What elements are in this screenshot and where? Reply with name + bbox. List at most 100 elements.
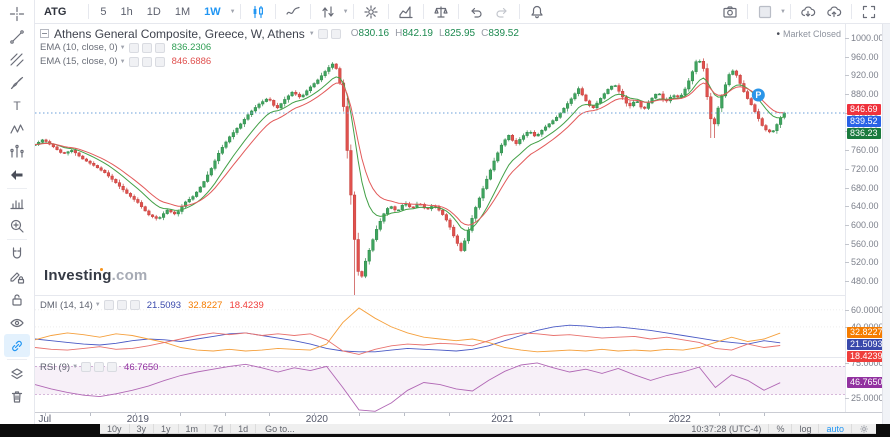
range-1d-button[interactable]: 1d xyxy=(231,424,257,434)
market-status: • Market Closed xyxy=(776,29,841,40)
indicator-settings-button[interactable] xyxy=(141,42,152,53)
gann-fib-tool[interactable] xyxy=(4,48,30,71)
cloud-save-icon xyxy=(801,5,816,17)
axis-tick-mark xyxy=(845,187,849,189)
toolbar-divider xyxy=(747,4,749,19)
sync-link-tool[interactable] xyxy=(4,334,30,357)
lock-tool[interactable] xyxy=(4,288,30,311)
symbol-field[interactable]: ATG xyxy=(44,5,67,18)
indicator-hide-button[interactable] xyxy=(128,42,139,53)
line-type-button[interactable] xyxy=(315,1,341,23)
chart-type-button[interactable] xyxy=(245,1,271,23)
range-1y-button[interactable]: 1y xyxy=(154,424,179,434)
indicator-close-button[interactable] xyxy=(107,362,118,372)
ema10-value: 836.2306 xyxy=(171,42,212,53)
zoom-in-tool[interactable] xyxy=(4,214,30,237)
fullscreen-button[interactable] xyxy=(856,1,882,23)
auto-scale-button[interactable]: auto xyxy=(818,424,851,434)
indicator-close-button[interactable] xyxy=(154,42,165,53)
indicator-hide-button[interactable] xyxy=(128,56,139,67)
xabcd-pattern-tool[interactable] xyxy=(4,117,30,140)
collapse-legend-icon[interactable] xyxy=(40,29,49,38)
trend-line-icon xyxy=(10,29,24,44)
load-chart-button[interactable] xyxy=(821,1,847,23)
indicator-hide-button[interactable] xyxy=(103,300,114,310)
range-1m-button[interactable]: 1m xyxy=(179,424,207,434)
screenshot-button[interactable] xyxy=(717,1,743,23)
price-badge: 18.4239 xyxy=(847,351,886,363)
rsi-plot[interactable] xyxy=(34,358,845,412)
interval-1h-button[interactable]: 1h xyxy=(120,5,133,18)
legend-hide-button[interactable] xyxy=(317,28,328,39)
lock-icon xyxy=(12,293,22,306)
time-axis[interactable]: Jul 2019 2020 2021 2022 xyxy=(35,412,882,425)
log-scale-button[interactable]: log xyxy=(791,424,818,434)
alert-bell-icon xyxy=(530,5,543,18)
layout-button[interactable] xyxy=(752,1,778,23)
chart-area[interactable]: P 1000.00960.00920.00880.00840.00800.007… xyxy=(33,24,886,412)
settings-gear-icon xyxy=(363,4,378,19)
text-tool[interactable]: T xyxy=(4,94,30,117)
indicators-button[interactable] xyxy=(393,1,419,23)
pane-separator[interactable] xyxy=(35,295,845,296)
interval-dropdown-caret[interactable]: ▼ xyxy=(229,8,236,15)
legend-caret-icon[interactable]: ▼ xyxy=(308,30,315,37)
indicator-settings-button[interactable] xyxy=(141,56,152,67)
redo-button[interactable] xyxy=(489,1,515,23)
interval-5-button[interactable]: 5 xyxy=(100,5,107,18)
alerts-button[interactable] xyxy=(524,1,550,23)
candlestick-plot[interactable]: P xyxy=(33,24,845,296)
brush-tool[interactable] xyxy=(4,71,30,94)
axis-tick-label: 920.00 xyxy=(851,70,879,81)
axis-tick-label: 760.00 xyxy=(851,145,879,156)
fullscreen-icon xyxy=(862,5,876,18)
line-type-caret[interactable]: ▼ xyxy=(342,8,349,15)
arrow-back-tool[interactable] xyxy=(4,163,30,186)
compare-button[interactable] xyxy=(280,1,306,23)
prediction-tool[interactable] xyxy=(4,140,30,163)
range-10y-button[interactable]: 10y xyxy=(100,424,130,434)
axis-tick-label: 640.00 xyxy=(851,201,879,212)
time-tick-mark xyxy=(584,413,586,416)
legend-caret-icon[interactable]: ▼ xyxy=(94,302,101,308)
legend-caret-icon[interactable]: ▼ xyxy=(119,58,126,65)
undo-button[interactable] xyxy=(463,1,489,23)
pane-separator[interactable] xyxy=(35,357,845,358)
time-tick-mark xyxy=(674,413,676,416)
drawing-toolbar: T xyxy=(0,0,35,424)
indicator-settings-button[interactable] xyxy=(94,362,105,372)
bar-pattern-tool[interactable] xyxy=(4,191,30,214)
magnet-tool[interactable] xyxy=(4,242,30,265)
crosshair-tool[interactable] xyxy=(4,2,30,25)
range-7d-button[interactable]: 7d xyxy=(206,424,232,434)
interval-1w-button[interactable]: 1W xyxy=(204,5,221,18)
indicator-hide-button[interactable] xyxy=(81,362,92,372)
hide-drawings-tool[interactable] xyxy=(4,311,30,334)
object-tree-tool[interactable] xyxy=(4,362,30,385)
settings-button[interactable] xyxy=(358,1,384,23)
layout-dropdown-caret[interactable]: ▼ xyxy=(780,8,786,15)
time-tick-mark xyxy=(179,413,181,416)
time-tick-mark xyxy=(494,413,496,416)
save-chart-button[interactable] xyxy=(795,1,821,23)
legend-caret-icon[interactable]: ▼ xyxy=(72,364,79,370)
remove-drawings-tool[interactable] xyxy=(4,385,30,408)
toolbar-divider xyxy=(309,4,311,19)
dmi-plot[interactable] xyxy=(34,296,845,357)
time-axis-label: Jul xyxy=(38,414,52,425)
legend-settings-button[interactable] xyxy=(330,28,341,39)
interval-1d-button[interactable]: 1D xyxy=(146,5,161,18)
trend-line-tool[interactable] xyxy=(4,25,30,48)
legend-caret-icon[interactable]: ▼ xyxy=(119,44,126,51)
indicator-close-button[interactable] xyxy=(154,56,165,67)
drawing-lock-tool[interactable] xyxy=(4,265,30,288)
goto-button[interactable]: Go to... xyxy=(265,423,295,434)
compare-scales-button[interactable] xyxy=(428,1,454,23)
interval-1m-button[interactable]: 1M xyxy=(174,5,191,18)
indicator-settings-button[interactable] xyxy=(116,300,127,310)
range-3y-button[interactable]: 3y xyxy=(130,424,155,434)
indicator-close-button[interactable] xyxy=(129,300,140,310)
axis-settings-button[interactable] xyxy=(851,424,876,433)
status-text: Market Closed xyxy=(782,29,841,39)
percent-scale-button[interactable]: % xyxy=(768,424,791,434)
